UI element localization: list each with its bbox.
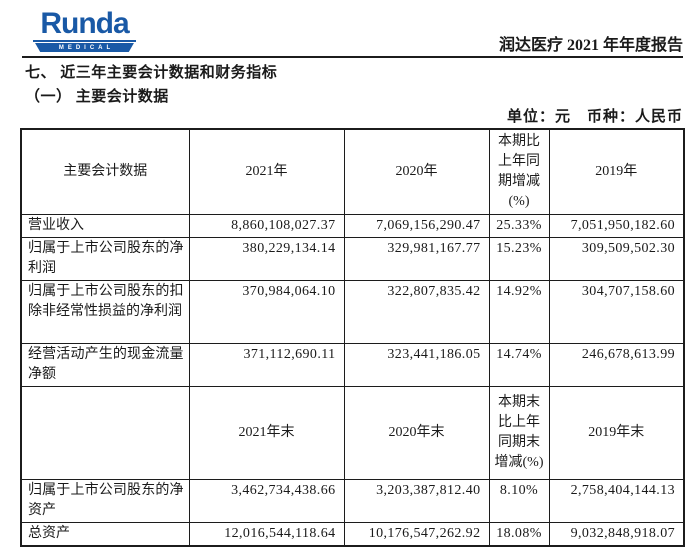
report-title: 润达医疗 2021 年年度报告 (498, 37, 683, 54)
col-header-end-2019: 2019年末 (548, 386, 685, 480)
value-2021: 380,229,134.14 (188, 237, 345, 281)
value-end-yoy-change: 18.08% (488, 522, 550, 547)
header-divider (22, 56, 683, 58)
runda-logo-wordmark: Runda (40, 7, 129, 40)
value-2020: 323,441,186.05 (343, 343, 490, 387)
unit-currency-note: 单位：元 币种：人民币 (506, 109, 683, 125)
value-2020: 329,981,167.77 (343, 237, 490, 281)
col-header-empty (20, 386, 190, 480)
col-header-yoy-change: 本期比上年同期增减(%) (488, 128, 550, 215)
value-2019: 246,678,613.99 (548, 343, 685, 387)
runda-logo-tagline: MEDICAL (58, 44, 115, 51)
runda-logo-medical-bar: MEDICAL (35, 43, 134, 52)
value-yoy-change: 25.33% (488, 214, 550, 238)
table-row-revenue: 营业收入 8,860,108,027.37 7,069,156,290.47 2… (20, 214, 685, 238)
value-end-yoy-change: 8.10% (488, 479, 550, 523)
runda-logo-underline (33, 40, 136, 42)
col-header-2019: 2019年 (548, 128, 685, 215)
value-2019: 7,051,950,182.60 (548, 214, 685, 238)
value-yoy-change: 15.23% (488, 237, 550, 281)
row-label: 总资产 (20, 522, 190, 547)
row-label: 归属于上市公司股东的净利润 (20, 237, 190, 281)
table-header-row-annual: 主要会计数据 2021年 2020年 本期比上年同期增减(%) 2019年 (20, 128, 685, 215)
table-header-row-year-end: 2021年末 2020年末 本期末比上年同期末增减(%) 2019年末 (20, 386, 685, 480)
value-end-2020: 3,203,387,812.40 (343, 479, 490, 523)
value-2019: 304,707,158.60 (548, 280, 685, 344)
value-end-2019: 9,032,848,918.07 (548, 522, 685, 547)
section-subheading: （一） 主要会计数据 (25, 89, 169, 105)
value-end-2021: 3,462,734,438.66 (188, 479, 345, 523)
value-yoy-change: 14.74% (488, 343, 550, 387)
value-end-2020: 10,176,547,262.92 (343, 522, 490, 547)
key-accounting-data-table: 主要会计数据 2021年 2020年 本期比上年同期增减(%) 2019年 营业… (20, 128, 685, 547)
col-header-2020: 2020年 (343, 128, 490, 215)
col-header-metric: 主要会计数据 (20, 128, 190, 215)
value-end-2019: 2,758,404,144.13 (548, 479, 685, 523)
value-end-2021: 12,016,544,118.64 (188, 522, 345, 547)
value-2020: 7,069,156,290.47 (343, 214, 490, 238)
value-2021: 370,984,064.10 (188, 280, 345, 344)
col-header-end-yoy-change: 本期末比上年同期末增减(%) (488, 386, 550, 480)
value-2021: 371,112,690.11 (188, 343, 345, 387)
value-2019: 309,509,502.30 (548, 237, 685, 281)
value-yoy-change: 14.92% (488, 280, 550, 344)
table-row-net-profit-deducted: 归属于上市公司股东的扣除非经常性损益的净利润 370,984,064.10 32… (20, 280, 685, 344)
row-label: 归属于上市公司股东的扣除非经常性损益的净利润 (20, 280, 190, 344)
value-2020: 322,807,835.42 (343, 280, 490, 344)
row-label: 归属于上市公司股东的净资产 (20, 479, 190, 523)
row-label: 经营活动产生的现金流量净额 (20, 343, 190, 387)
runda-logo: Runda MEDICAL (33, 9, 136, 52)
col-header-end-2020: 2020年末 (343, 386, 490, 480)
table-row-operating-cash-flow: 经营活动产生的现金流量净额 371,112,690.11 323,441,186… (20, 343, 685, 387)
row-label: 营业收入 (20, 214, 190, 238)
table-row-net-profit: 归属于上市公司股东的净利润 380,229,134.14 329,981,167… (20, 237, 685, 281)
table-row-total-assets: 总资产 12,016,544,118.64 10,176,547,262.92 … (20, 522, 685, 547)
value-2021: 8,860,108,027.37 (188, 214, 345, 238)
table-row-net-assets: 归属于上市公司股东的净资产 3,462,734,438.66 3,203,387… (20, 479, 685, 523)
col-header-2021: 2021年 (188, 128, 345, 215)
section-heading: 七、 近三年主要会计数据和财务指标 (25, 65, 278, 81)
col-header-end-2021: 2021年末 (188, 386, 345, 480)
